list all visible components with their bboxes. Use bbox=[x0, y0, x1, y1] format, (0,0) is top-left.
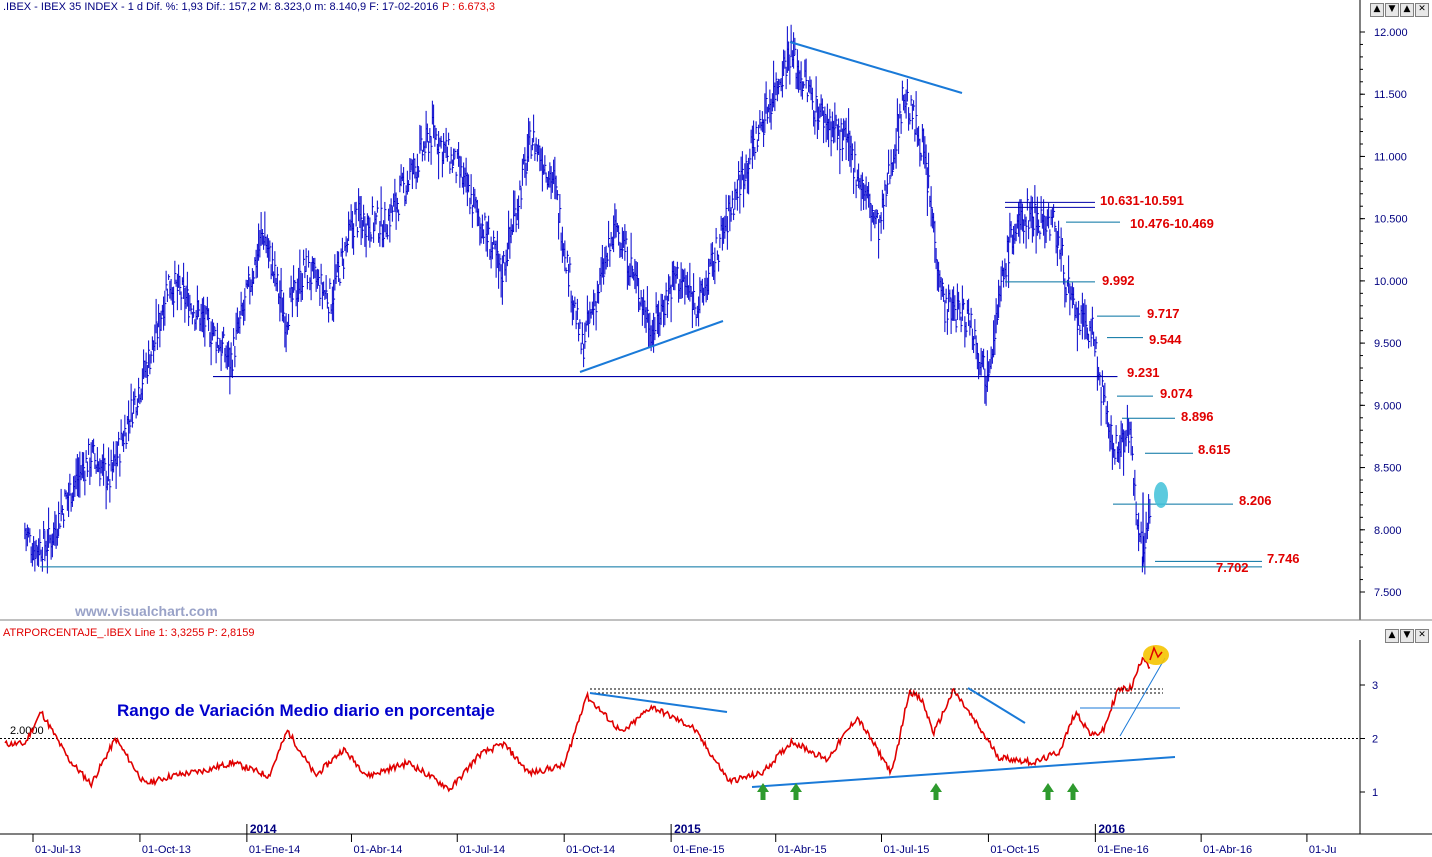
atr-trendline-3 bbox=[1119, 657, 1166, 737]
price-tick-label: 8.000 bbox=[1374, 525, 1402, 537]
level-label: 7.702 bbox=[1216, 560, 1249, 575]
price-trendline-top bbox=[789, 41, 963, 94]
scroll-down-button[interactable]: ▼ bbox=[1385, 3, 1399, 17]
price-tick-label: 10.000 bbox=[1374, 276, 1408, 288]
indicator-up-button[interactable]: ▲ bbox=[1385, 629, 1399, 643]
highlight-yellow bbox=[1143, 645, 1169, 665]
green-up-arrow-icon bbox=[1042, 783, 1054, 800]
time-tick-label: 01-Abr-14 bbox=[353, 844, 402, 856]
green-up-arrow-icon bbox=[1067, 783, 1079, 800]
time-tick-label: 01-Ene-15 bbox=[673, 844, 724, 856]
level-label: 9.992 bbox=[1102, 273, 1135, 288]
time-tick-label: 01-Abr-15 bbox=[778, 844, 827, 856]
green-up-arrow-icon bbox=[757, 783, 769, 800]
price-tick-label: 11.000 bbox=[1374, 151, 1407, 163]
maximize-button[interactable]: ▲ bbox=[1400, 3, 1414, 17]
price-tick-label: 12.000 bbox=[1374, 27, 1408, 39]
price-tick-label: 9.500 bbox=[1374, 338, 1402, 350]
price-tick-label: 8.500 bbox=[1374, 463, 1402, 475]
time-tick-label: 01-Ene-16 bbox=[1097, 844, 1148, 856]
year-label: 2016 bbox=[1098, 822, 1125, 836]
indicator-header: ATRPORCENTAJE_.IBEX Line 1: 3,3255 P: 2,… bbox=[3, 627, 255, 639]
atr-trendline-1 bbox=[589, 692, 728, 713]
time-tick-label: 01-Jul-14 bbox=[459, 844, 505, 856]
indicator-tick-label: 1 bbox=[1372, 787, 1378, 799]
green-up-arrow-icon bbox=[930, 783, 942, 800]
green-up-arrow-icon bbox=[790, 783, 802, 800]
level-label: 9.717 bbox=[1147, 306, 1180, 321]
watermark: www.visualchart.com bbox=[74, 603, 218, 619]
indicator-ref-label: 2.0000 bbox=[10, 725, 44, 737]
atr-trendline-support bbox=[751, 756, 1176, 788]
price-tick-label: 7.500 bbox=[1374, 587, 1402, 599]
time-tick-label: 01-Jul-15 bbox=[884, 844, 930, 856]
time-tick-label: 01-Jul-13 bbox=[35, 844, 81, 856]
time-tick-label: 01-Oct-13 bbox=[142, 844, 191, 856]
highlight-cyan bbox=[1154, 482, 1168, 508]
level-label: 9.074 bbox=[1160, 386, 1193, 401]
close-button[interactable]: ✕ bbox=[1415, 3, 1429, 17]
indicator-close-button[interactable]: ✕ bbox=[1415, 629, 1429, 643]
time-tick-label: 01-Ju bbox=[1309, 844, 1337, 856]
indicator-tick-label: 3 bbox=[1372, 680, 1378, 692]
time-tick-label: 01-Abr-16 bbox=[1203, 844, 1252, 856]
price-tick-label: 10.500 bbox=[1374, 214, 1408, 226]
price-header: .IBEX - IBEX 35 INDEX - 1 d Dif. %: 1,93… bbox=[3, 1, 439, 13]
price-bars bbox=[24, 24, 1152, 575]
time-tick-label: 01-Oct-15 bbox=[990, 844, 1039, 856]
level-label: 9.231 bbox=[1127, 365, 1160, 380]
atr-trendline-2 bbox=[967, 687, 1026, 724]
indicator-down-button[interactable]: ▼ bbox=[1400, 629, 1414, 643]
indicator-annotation: Rango de Variación Medio diario en porce… bbox=[117, 701, 495, 720]
level-label: 10.631-10.591 bbox=[1100, 193, 1184, 208]
price-tick-label: 11.500 bbox=[1374, 89, 1407, 101]
scroll-up-button[interactable]: ▲ bbox=[1370, 3, 1384, 17]
atr-series-line bbox=[4, 656, 1151, 793]
level-label: 7.746 bbox=[1267, 551, 1300, 566]
level-label: 8.615 bbox=[1198, 442, 1231, 457]
indicator-tick-label: 2 bbox=[1372, 734, 1378, 746]
level-label: 10.476-10.469 bbox=[1130, 216, 1214, 231]
year-label: 2014 bbox=[250, 822, 277, 836]
level-label: 8.206 bbox=[1239, 493, 1272, 508]
level-label: 8.896 bbox=[1181, 409, 1214, 424]
time-tick-label: 01-Oct-14 bbox=[566, 844, 615, 856]
time-tick-label: 01-Ene-14 bbox=[249, 844, 300, 856]
year-label: 2015 bbox=[674, 822, 701, 836]
price-trendline-support bbox=[579, 320, 724, 373]
level-label: 9.544 bbox=[1149, 332, 1182, 347]
atr-peak-mark bbox=[1149, 645, 1163, 661]
price-header-value: P : 6.673,3 bbox=[442, 1, 496, 13]
price-tick-label: 9.000 bbox=[1374, 400, 1402, 412]
